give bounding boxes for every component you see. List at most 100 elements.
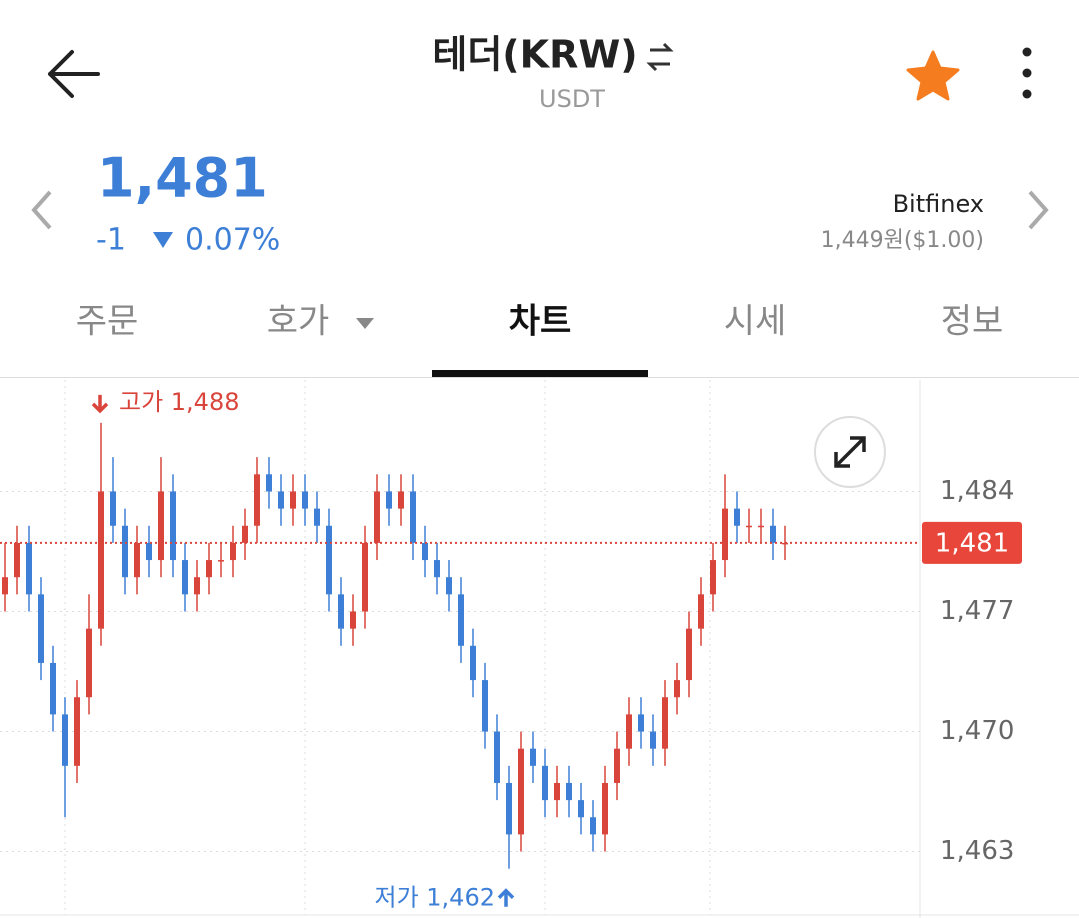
- high-label: 고가 1,488: [119, 388, 240, 416]
- candle-body: [38, 594, 44, 663]
- tab-selected[interactable]: 차트: [509, 302, 572, 342]
- candle-body: [650, 731, 656, 749]
- header-title: 테더(KRW): [432, 33, 637, 77]
- candle-body: [302, 491, 308, 509]
- candle-body: [698, 594, 704, 629]
- candle-body: [530, 748, 536, 766]
- expand-icon[interactable]: [834, 436, 866, 468]
- candle-body: [422, 542, 428, 561]
- candle-body: [86, 628, 92, 698]
- candle-body: [554, 782, 560, 801]
- candle-body: [542, 765, 548, 801]
- candle-body: [362, 542, 368, 612]
- current-price: 1,481: [97, 147, 268, 210]
- candle-body: [314, 508, 320, 526]
- candle-body: [662, 697, 668, 749]
- candle-body: [110, 491, 116, 526]
- candle-body: [74, 697, 80, 766]
- high-arrow: [91, 394, 109, 414]
- candle-body: [134, 542, 140, 578]
- tab[interactable]: 주문: [76, 302, 139, 342]
- y-tick-label: 1,477: [940, 596, 1014, 626]
- candle-body: [194, 577, 200, 595]
- dropdown-arrow[interactable]: [356, 318, 374, 329]
- candle-body: [470, 645, 476, 681]
- candle-body: [578, 800, 584, 818]
- candle-body: [674, 680, 680, 698]
- candle-body: [482, 680, 488, 732]
- back-button[interactable]: [48, 50, 100, 98]
- candle-body: [170, 491, 176, 561]
- candle-body: [614, 748, 620, 783]
- candle-body: [146, 542, 152, 561]
- candle-body: [350, 611, 356, 629]
- candle-body: [98, 491, 104, 629]
- candle-body: [494, 731, 500, 783]
- candle-body: [722, 508, 728, 561]
- tab[interactable]: 호가: [267, 302, 330, 342]
- candle-body: [338, 594, 344, 629]
- candle-body: [218, 560, 224, 562]
- candle-body: [434, 560, 440, 578]
- candle-body: [710, 560, 716, 595]
- candle-body: [158, 491, 164, 561]
- candle-body: [122, 525, 128, 578]
- low-label: 저가 1,462: [375, 884, 496, 912]
- low-arrow: [497, 888, 515, 907]
- candle-body: [266, 474, 272, 492]
- candle-body: [62, 714, 68, 766]
- candle-body: [2, 577, 8, 595]
- candle-body: [638, 714, 644, 732]
- candle-body: [506, 782, 512, 835]
- candle-body: [734, 508, 740, 526]
- swap-icon[interactable]: [646, 42, 674, 72]
- price-change: -1: [96, 223, 126, 258]
- candle-body: [410, 491, 416, 543]
- candle-body: [758, 525, 764, 528]
- tab[interactable]: 시세: [724, 302, 787, 342]
- candle-body: [386, 491, 392, 509]
- candle-body: [290, 491, 296, 509]
- tab-underline: [432, 370, 648, 377]
- candle-body: [590, 817, 596, 835]
- candle-body: [254, 474, 260, 526]
- candle-body: [26, 542, 32, 595]
- tab[interactable]: 정보: [941, 302, 1004, 342]
- current-price-badge: [922, 521, 1022, 564]
- candle-body: [242, 525, 248, 543]
- reference-price: 1,449원($1.00): [821, 228, 984, 253]
- reference-exchange: Bitfinex: [893, 190, 984, 218]
- vertical-grid: [64, 380, 711, 915]
- y-tick-label: 1,470: [940, 716, 1014, 746]
- candle-body: [50, 662, 56, 715]
- candle-body: [518, 748, 524, 835]
- candle-body: [182, 560, 188, 595]
- candle-body: [206, 560, 212, 578]
- candle-body: [626, 714, 632, 749]
- header-subtitle: USDT: [539, 85, 605, 113]
- favorite-star[interactable]: [906, 50, 960, 101]
- candle-body: [458, 594, 464, 646]
- candle-body: [398, 491, 404, 509]
- y-tick-label: 1,484: [940, 476, 1014, 506]
- candle-body: [566, 782, 572, 801]
- candle-body: [746, 525, 752, 528]
- current-price-label: 1,481: [935, 528, 1009, 558]
- next-arrow[interactable]: [1028, 190, 1049, 230]
- candle-body: [326, 525, 332, 595]
- down-triangle: [153, 232, 173, 248]
- candle-body: [686, 628, 692, 681]
- candle-body: [446, 577, 452, 595]
- candle-body: [14, 542, 20, 578]
- candle-body: [602, 782, 608, 835]
- candle-body: [770, 525, 776, 543]
- change-rate: 0.07%: [185, 223, 280, 258]
- y-tick-label: 1,463: [940, 836, 1014, 866]
- candle-body: [278, 491, 284, 509]
- prev-arrow[interactable]: [31, 190, 52, 230]
- chart: 1,463 1,470 1,477 1,484 고가 1,488 저가 1,462 1,48…: [0, 388, 1022, 912]
- more-menu[interactable]: [1022, 47, 1032, 99]
- candle-body: [374, 491, 380, 543]
